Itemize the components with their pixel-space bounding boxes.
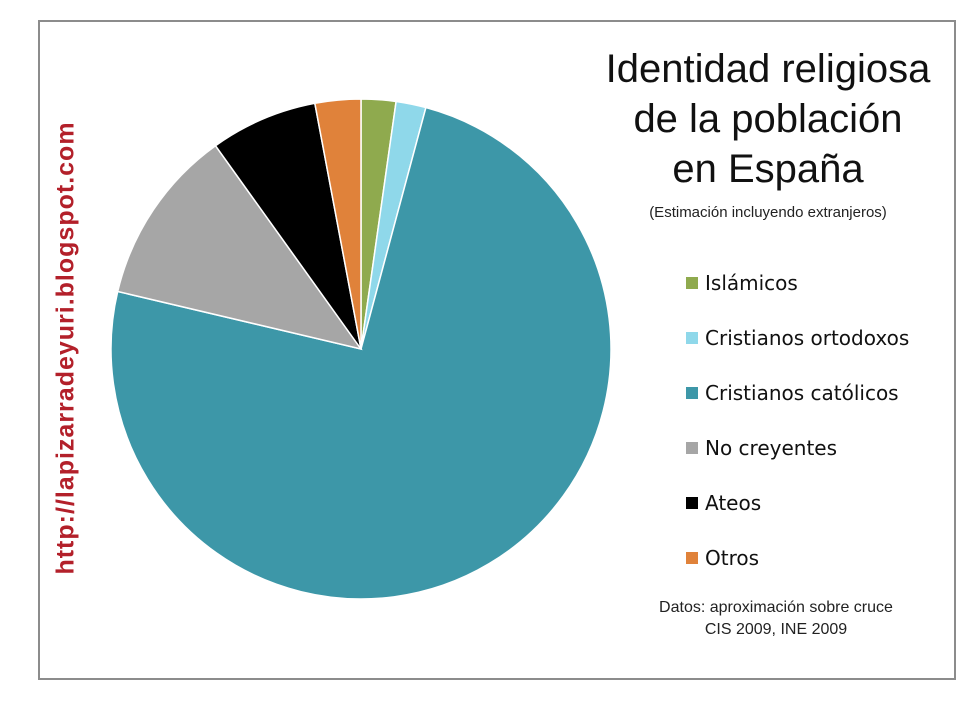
chart-title: Identidad religiosa de la población en E… (578, 44, 958, 194)
chart-legend: Islámicos Cristianos ortodoxos Cristianos … (686, 255, 909, 585)
legend-swatch (686, 331, 698, 344)
legend-item: Ateos (686, 475, 909, 530)
legend-label: Cristianos ortodoxos (705, 325, 910, 350)
chart-title-line: en España (672, 147, 864, 191)
legend-swatch (686, 386, 698, 399)
legend-label: Islámicos (705, 270, 798, 295)
pie-slice-4 (116, 144, 363, 351)
source-line: CIS 2009, INE 2009 (704, 621, 848, 638)
legend-swatch (686, 551, 698, 564)
source-line: Datos: aproximación sobre cruce (659, 599, 893, 616)
pie-slice-5 (214, 102, 362, 350)
legend-item: No creyentes (686, 420, 909, 475)
legend-item: Cristianos ortodoxos (686, 310, 909, 365)
legend-swatch (686, 441, 698, 454)
chart-title-line: de la población (633, 97, 903, 141)
pie-slice-3 (110, 106, 612, 600)
legend-swatch (686, 496, 698, 509)
chart-subtitle: (Estimación incluyendo extranjeros) (649, 204, 887, 221)
legend-label: No creyentes (705, 435, 838, 460)
legend-label: Cristianos católicos (705, 380, 899, 405)
legend-item: Cristianos católicos (686, 365, 909, 420)
chart-title-line: Identidad religiosa (605, 47, 931, 91)
legend-swatch (686, 276, 698, 289)
legend-label: Otros (705, 545, 760, 570)
pie-slice-6 (313, 98, 362, 350)
legend-item: Islámicos (686, 255, 909, 310)
legend-label: Ateos (705, 490, 762, 515)
source-note: Datos: aproximación sobre cruce CIS 2009… (596, 597, 956, 641)
legend-item: Otros (686, 530, 909, 585)
